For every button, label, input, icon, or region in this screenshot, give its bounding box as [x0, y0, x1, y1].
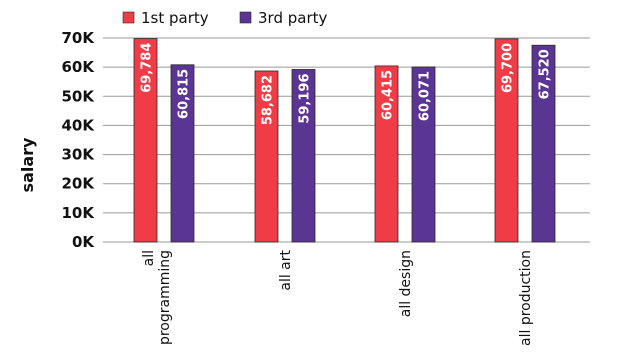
bar-value-label: 67,520	[538, 49, 553, 99]
bar-third-party	[411, 66, 436, 243]
bar-third-party	[531, 44, 556, 243]
y-tick-label: 0K	[72, 233, 95, 251]
y-tick-label: 40K	[62, 116, 96, 134]
y-tick-label: 50K	[62, 87, 96, 105]
bar-value-label: 59,196	[298, 73, 313, 123]
bar-first-party	[133, 38, 158, 243]
bars: 69,784 60,815 58,682 59,196 60,415 60,071 69,7…	[133, 38, 556, 243]
legend-swatch	[122, 11, 135, 24]
y-tick-label: 30K	[62, 146, 96, 164]
x-category-label: all art	[278, 249, 294, 290]
y-tick-label: 60K	[62, 58, 96, 76]
x-category-label: all design	[398, 250, 414, 317]
y-axis-ticks: 0K 10K 20K 30K 40K 50K 60K 70K	[62, 29, 96, 251]
x-category-label: all production	[518, 250, 534, 346]
category-labels: all programming all art all design all produ…	[141, 249, 534, 345]
legend-swatch	[239, 11, 252, 24]
y-tick-label: 10K	[62, 204, 96, 222]
bar-third-party	[170, 64, 195, 243]
legend-label: 1st party	[141, 9, 209, 27]
bar-value-label: 60,071	[418, 71, 433, 121]
bar-value-label: 58,682	[261, 75, 276, 125]
y-tick-label: 20K	[62, 175, 96, 193]
bar-first-party	[374, 65, 399, 243]
bar-third-party	[291, 69, 316, 243]
bar-first-party	[254, 70, 279, 243]
bar-value-label: 60,815	[177, 69, 192, 119]
bar-first-party	[494, 38, 519, 243]
x-category-label: all	[141, 250, 157, 266]
bar-value-label: 69,784	[140, 43, 155, 93]
y-tick-label: 70K	[62, 29, 96, 47]
bar-value-label: 69,700	[501, 43, 516, 93]
legend: 1st party 3rd party	[122, 9, 327, 27]
legend-label: 3rd party	[258, 9, 327, 27]
bar-value-label: 60,415	[381, 70, 396, 120]
y-axis-title: salary	[18, 137, 37, 192]
x-category-label: programming	[157, 250, 173, 345]
